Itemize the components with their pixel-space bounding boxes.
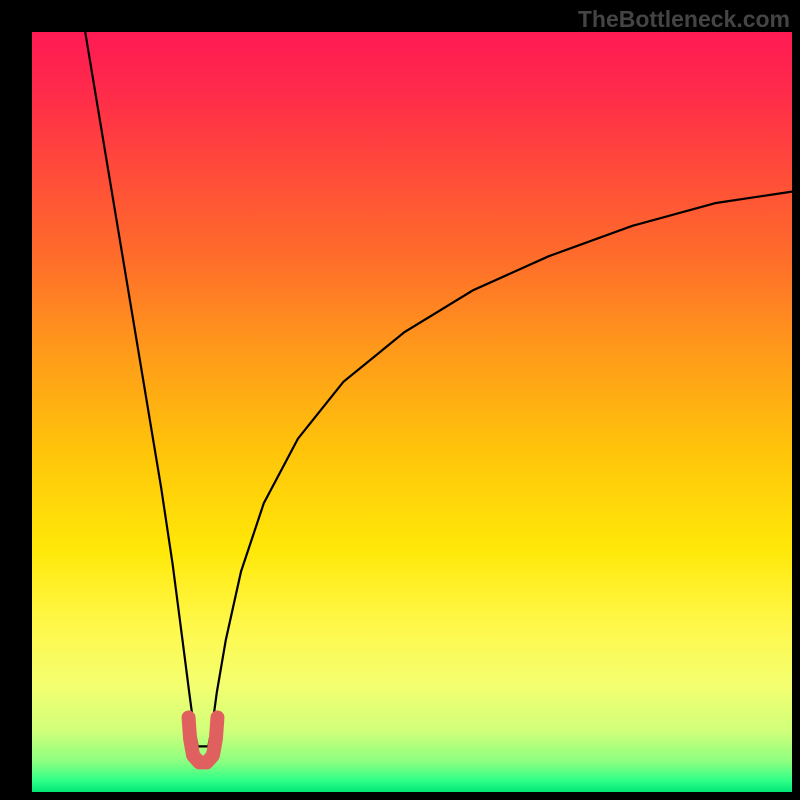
watermark-text: TheBottleneck.com [578, 6, 790, 33]
plot-area [32, 32, 792, 792]
chart-container: TheBottleneck.com [0, 0, 800, 800]
gradient-background [32, 32, 792, 792]
